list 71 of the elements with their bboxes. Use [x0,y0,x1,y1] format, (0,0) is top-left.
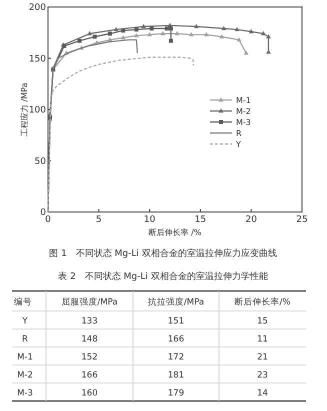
x-tick-label: 20 [245,215,258,225]
x-tick-label: 25 [296,215,308,225]
y-tick-label: 0 [40,208,46,218]
point [236,37,242,42]
point [188,32,194,36]
text: 148 [81,334,98,344]
point [234,26,240,32]
text: 11 [257,334,268,344]
text: 抗拉强度/MPa [148,296,204,308]
legend-label: M-3 [236,118,251,127]
text: 181 [168,370,184,380]
text: 152 [81,352,98,362]
text: M-1 [17,352,33,362]
point [194,24,199,28]
text: 14 [257,388,268,398]
point [204,32,209,36]
point [164,26,169,31]
y-tick-label: 150 [28,54,46,64]
y-tick-label: 200 [28,3,46,13]
point [147,32,152,36]
point [221,26,226,30]
x-tick-label: 15 [194,215,206,225]
point [134,33,139,38]
y-tick-label: 50 [34,156,46,167]
line-series [47,56,194,213]
point [120,35,126,40]
text: 断后伸长率/% [234,296,290,308]
point [77,38,82,43]
legend-label: R [236,129,242,138]
text: 160 [81,388,98,398]
text: Y [21,316,28,326]
point [160,31,166,36]
point [219,34,224,38]
point [260,31,266,36]
text: 179 [168,388,184,398]
text: 23 [257,370,268,380]
point [266,34,271,38]
point [150,26,154,31]
text: 图 1 不同状态 Mg-Li 双相合金的室温拉伸应力应变曲线 [49,248,277,259]
text: 编号 [14,296,32,308]
x-axis-title: 断后伸长率 /% [148,228,202,237]
point [168,38,173,43]
legend-label: M-1 [236,96,251,105]
text: 151 [168,316,184,326]
legend-label: Y [235,140,241,149]
point [114,26,118,32]
point [87,31,92,36]
point [248,29,254,34]
point [141,24,146,28]
point [174,31,180,36]
text: 166 [81,370,98,380]
text: M-3 [17,388,33,398]
text: 21 [257,352,268,362]
point [92,34,97,39]
x-tick-label: 10 [144,215,156,225]
x-tick-label: 5 [96,215,102,225]
text: R [22,334,28,344]
y-tick-label: 100 [28,106,46,116]
legend-label: M-2 [236,107,251,116]
text: 15 [257,316,268,326]
text: 166 [168,334,184,344]
point [134,28,138,32]
text: M-2 [17,370,33,380]
point [168,26,173,31]
text: 133 [81,316,98,326]
y-axis-title: 工程应力 /MPa [20,82,29,136]
text: 172 [168,352,184,362]
point [121,28,126,33]
text: 表 2 不同状态 Mg-Li 双相合金的室温拉伸力学性能 [58,271,268,282]
point [108,32,112,36]
text: 屈服强度/MPa [61,296,118,308]
